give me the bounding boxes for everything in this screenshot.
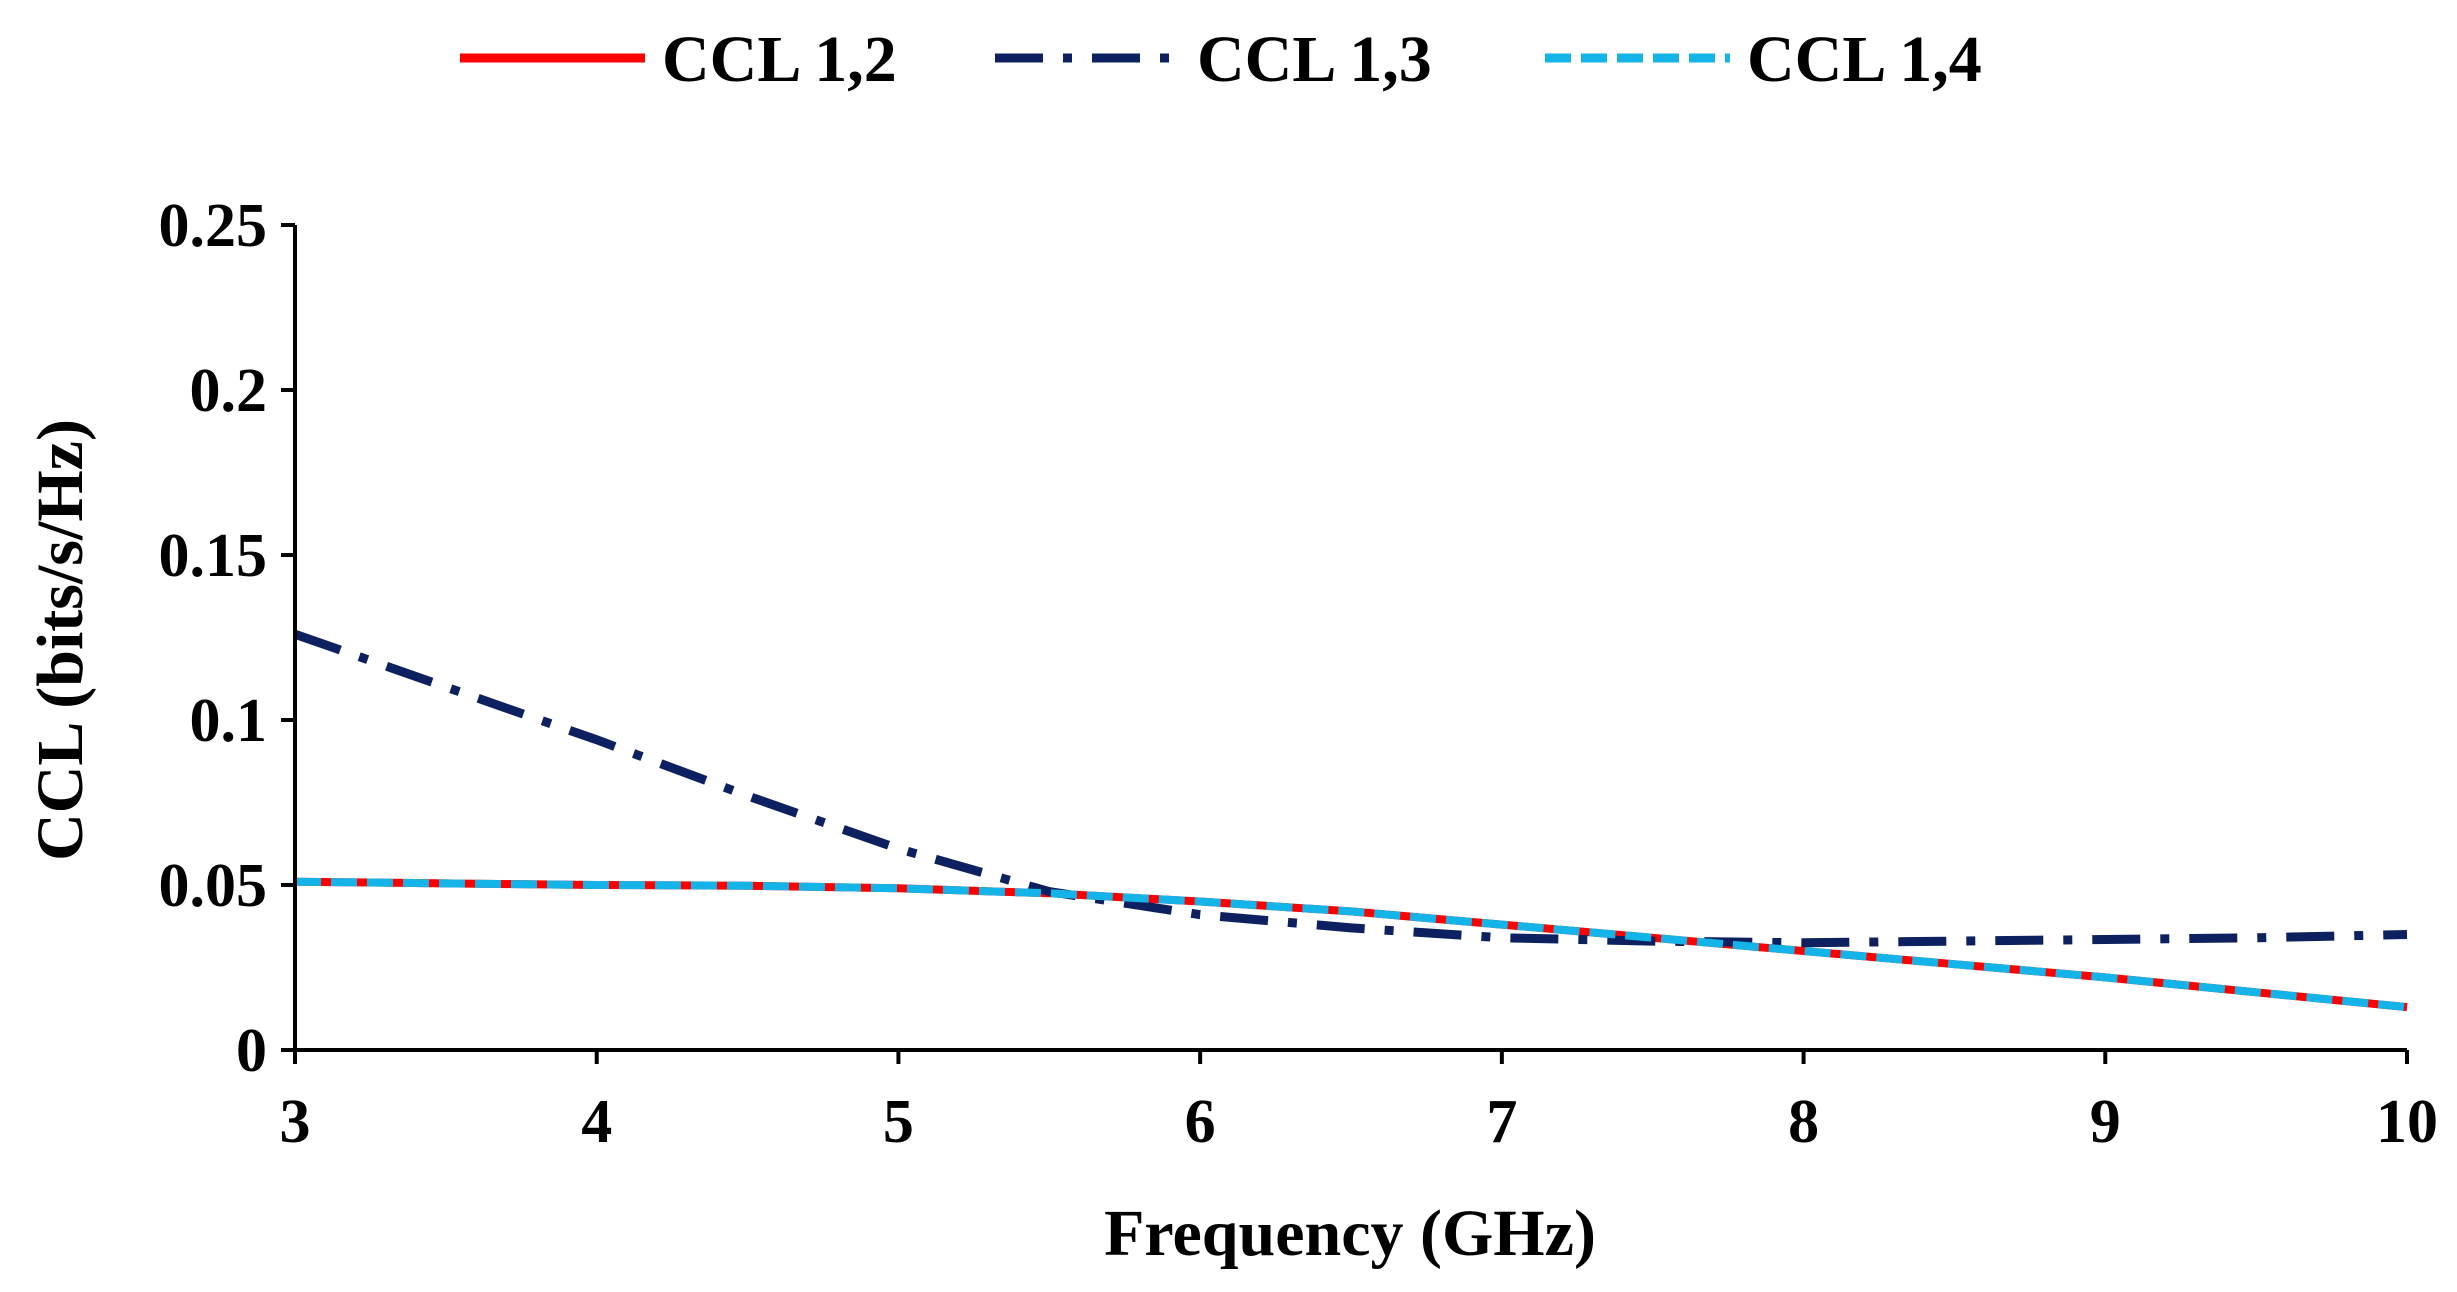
series-layer	[293, 629, 2408, 1012]
x-tick-label: 8	[1788, 1088, 1819, 1156]
x-tick-label: 7	[1486, 1088, 1517, 1156]
y-tick-label: 0.05	[159, 852, 268, 920]
x-tick-label: 6	[1185, 1088, 1216, 1156]
legend-label: CCL 1,2	[662, 23, 897, 96]
axes	[293, 225, 2407, 1052]
x-tick-label: 3	[280, 1088, 311, 1156]
x-tick-label: 9	[2090, 1088, 2121, 1156]
series-line-ccl-1-4	[294, 877, 2408, 1012]
y-tick-label: 0.2	[190, 357, 268, 425]
y-tick-label: 0.1	[190, 687, 268, 755]
legend: CCL 1,2 CCL 1,3 CCL 1,4	[460, 23, 1982, 96]
x-tick-label: 4	[581, 1088, 612, 1156]
y-axis-title: CCL (bits/s/Hz)	[24, 419, 97, 861]
y-tick-label: 0	[236, 1017, 267, 1085]
legend-label: CCL 1,4	[1747, 23, 1982, 96]
x-tick-label: 10	[2376, 1088, 2438, 1156]
legend-label: CCL 1,3	[1197, 23, 1432, 96]
series-line-ccl-1-3	[293, 629, 2408, 948]
ticks: 0 0.05 0.1 0.15 0.2 0.25 3 4 5 6 7 8 9 10	[159, 192, 2439, 1156]
x-tick-label: 5	[883, 1088, 914, 1156]
series-line-ccl-1-2	[294, 877, 2408, 1012]
x-axis-title: Frequency (GHz)	[1104, 1197, 1596, 1270]
y-tick-label: 0.25	[159, 192, 268, 260]
y-tick-label: 0.15	[159, 522, 268, 590]
